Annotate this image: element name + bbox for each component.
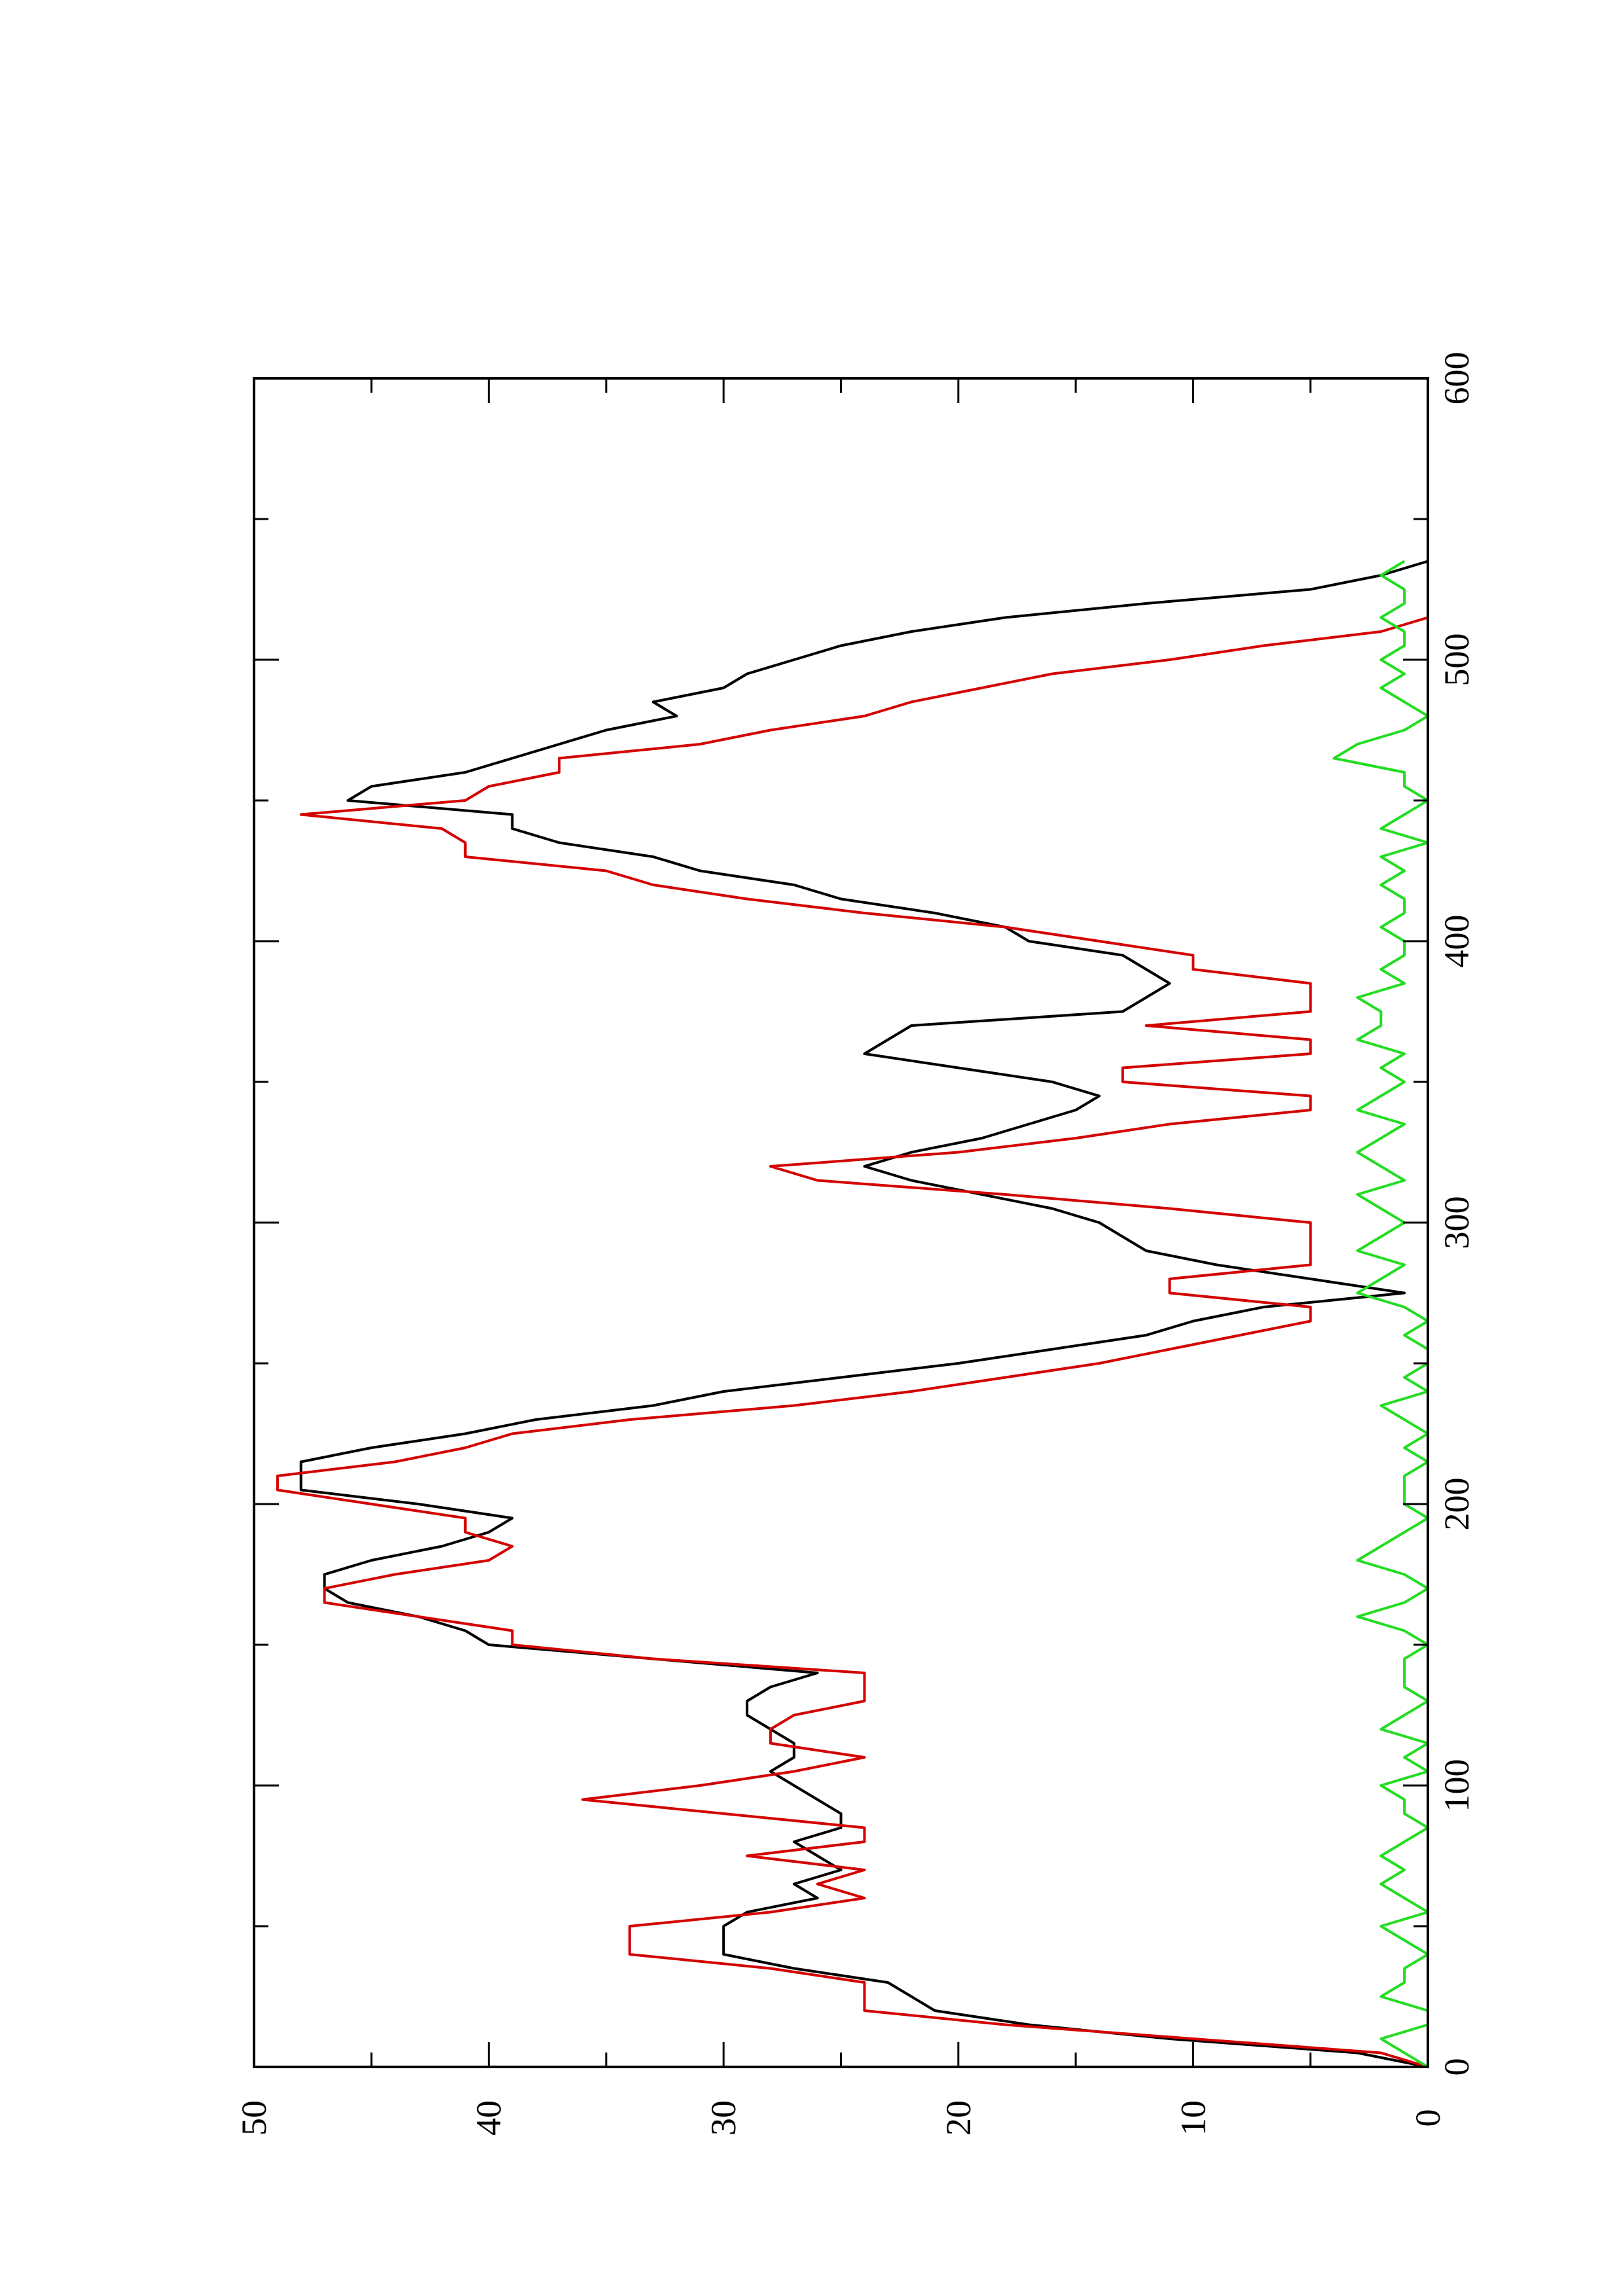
- y-tick-label: 0: [1408, 2109, 1448, 2127]
- x-tick-label: 0: [1437, 2058, 1476, 2076]
- x-tick-label: 400: [1437, 915, 1476, 968]
- axes-layer: 0 100 200 300 400 500 600 0 10 20 30 40 50: [234, 352, 1476, 2136]
- y-tick-label: 40: [469, 2100, 509, 2136]
- y-tick-label: 30: [704, 2100, 743, 2136]
- x-tick-label: 300: [1437, 1196, 1476, 1249]
- y-tick-label: 20: [939, 2100, 978, 2136]
- series-line-3: [1332, 560, 1429, 2068]
- series-layer: [276, 560, 1429, 2068]
- x-tick-label: 600: [1437, 352, 1476, 405]
- y-tick-label: 10: [1173, 2100, 1213, 2136]
- x-tick-label: 100: [1437, 1759, 1476, 1812]
- series-line-1: [299, 560, 1429, 2068]
- x-tick-label: 500: [1437, 634, 1476, 687]
- x-tick-label: 200: [1437, 1478, 1476, 1531]
- y-tick-label: 50: [234, 2100, 274, 2136]
- series-line-2: [276, 561, 1429, 2068]
